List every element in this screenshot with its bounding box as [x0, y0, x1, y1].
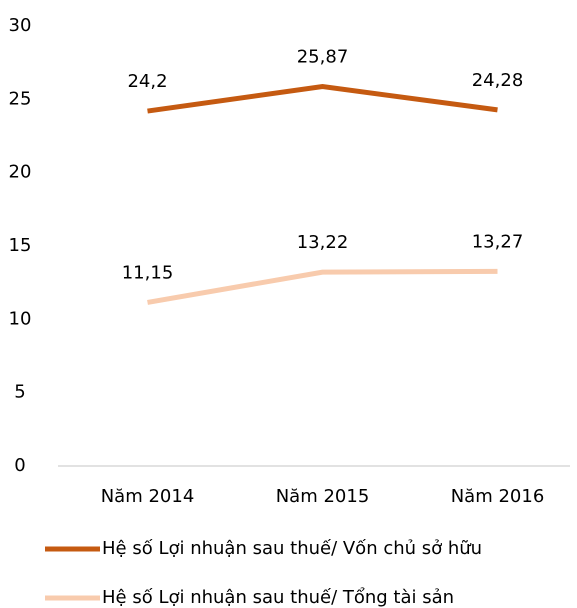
- data-label: 13,22: [297, 232, 349, 253]
- data-label: 24,28: [472, 70, 524, 91]
- data-label: 11,15: [122, 262, 174, 283]
- y-tick-label: 20: [9, 162, 32, 183]
- x-tick-label: Năm 2016: [451, 486, 545, 507]
- x-tick-label: Năm 2014: [101, 486, 195, 507]
- y-tick-label: 30: [9, 15, 32, 36]
- legend-label: Hệ số Lợi nhuận sau thuế/ Vốn chủ sở hữu: [102, 538, 482, 559]
- x-tick-label: Năm 2015: [276, 486, 370, 507]
- data-label: 13,27: [472, 231, 524, 252]
- legend-label: Hệ số Lợi nhuận sau thuế/ Tổng tài sản: [102, 587, 454, 608]
- y-tick-label: 10: [9, 308, 32, 329]
- data-label: 24,2: [127, 71, 167, 92]
- series-line: [147, 268, 498, 305]
- y-tick-label: 5: [14, 382, 25, 403]
- series-line: [147, 84, 498, 114]
- y-tick-label: 25: [9, 88, 32, 109]
- y-tick-label: 15: [9, 235, 32, 256]
- y-tick-label: 0: [14, 455, 25, 476]
- data-label: 25,87: [297, 47, 349, 68]
